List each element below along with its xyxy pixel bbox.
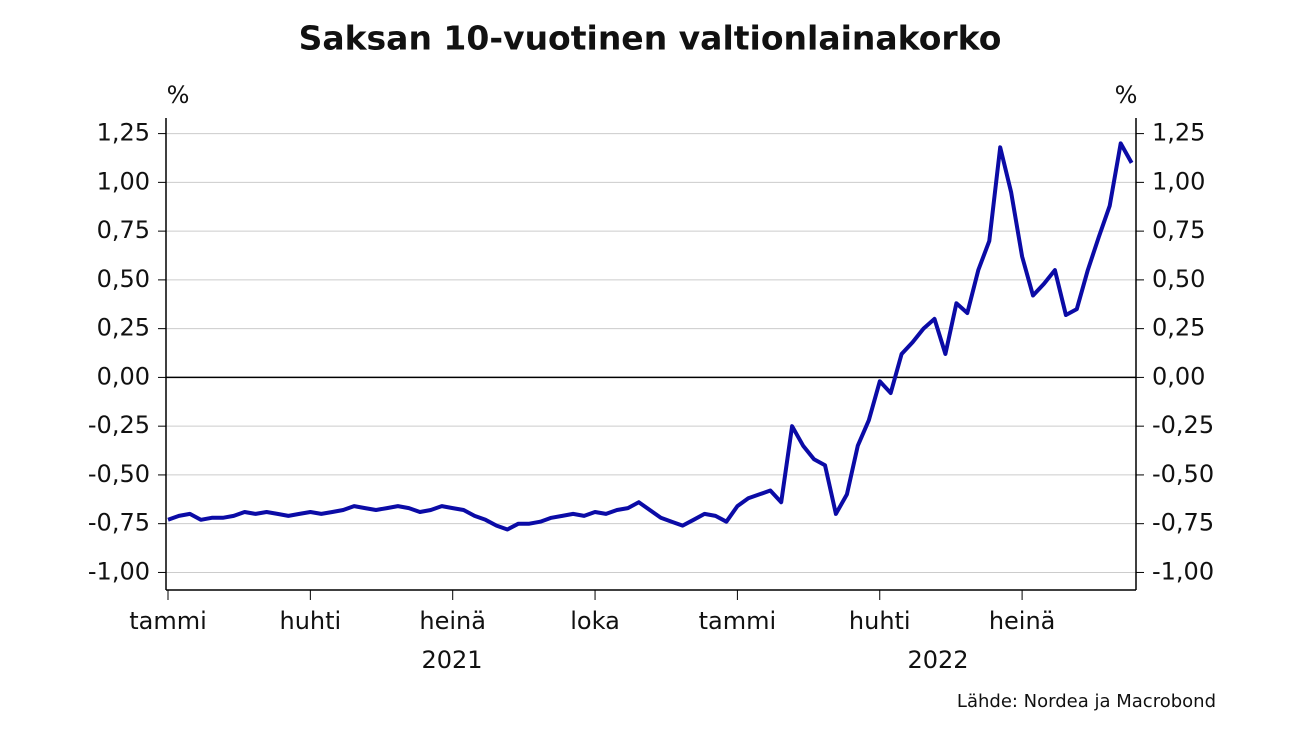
y-tick-label: 0,50: [97, 265, 150, 293]
y-unit: %: [167, 81, 190, 109]
y2-tick-label: -0,25: [1152, 411, 1214, 439]
y-tick-label: -0,75: [88, 509, 150, 537]
x-tick-label: tammi: [699, 607, 777, 635]
y-tick-label: -0,50: [88, 460, 150, 488]
x-tick-label: heinä: [989, 607, 1056, 635]
chart-title: Saksan 10-vuotinen valtionlainakorko: [299, 19, 1002, 58]
y-tick-label: -1,00: [88, 557, 150, 585]
y2-unit: %: [1115, 81, 1138, 109]
x-tick-label: heinä: [419, 607, 486, 635]
x-tick-label: huhti: [279, 607, 341, 635]
y2-tick-label: 0,75: [1152, 216, 1205, 244]
y2-tick-label: 0,50: [1152, 265, 1205, 293]
y2-tick-label: 0,25: [1152, 314, 1205, 342]
y2-tick-label: 0,00: [1152, 362, 1205, 390]
y-tick-label: 0,75: [97, 216, 150, 244]
y-tick-label: 1,25: [97, 119, 150, 147]
y2-tick-label: 1,00: [1152, 167, 1205, 195]
y-tick-label: 0,00: [97, 362, 150, 390]
y2-tick-label: -1,00: [1152, 557, 1214, 585]
year-label: 2021: [421, 646, 482, 674]
x-tick-label: tammi: [129, 607, 207, 635]
x-tick-label: huhti: [849, 607, 911, 635]
source: Lähde: Nordea ja Macrobond: [957, 691, 1216, 712]
y-tick-label: -0,25: [88, 411, 150, 439]
y2-tick-label: -0,50: [1152, 460, 1214, 488]
y2-tick-label: 1,25: [1152, 119, 1205, 147]
y-tick-label: 1,00: [97, 167, 150, 195]
x-tick-label: loka: [570, 607, 620, 635]
y-tick-label: 0,25: [97, 314, 150, 342]
year-label: 2022: [907, 646, 968, 674]
line-series: [167, 141, 1134, 532]
y2-tick-label: -0,75: [1152, 509, 1214, 537]
